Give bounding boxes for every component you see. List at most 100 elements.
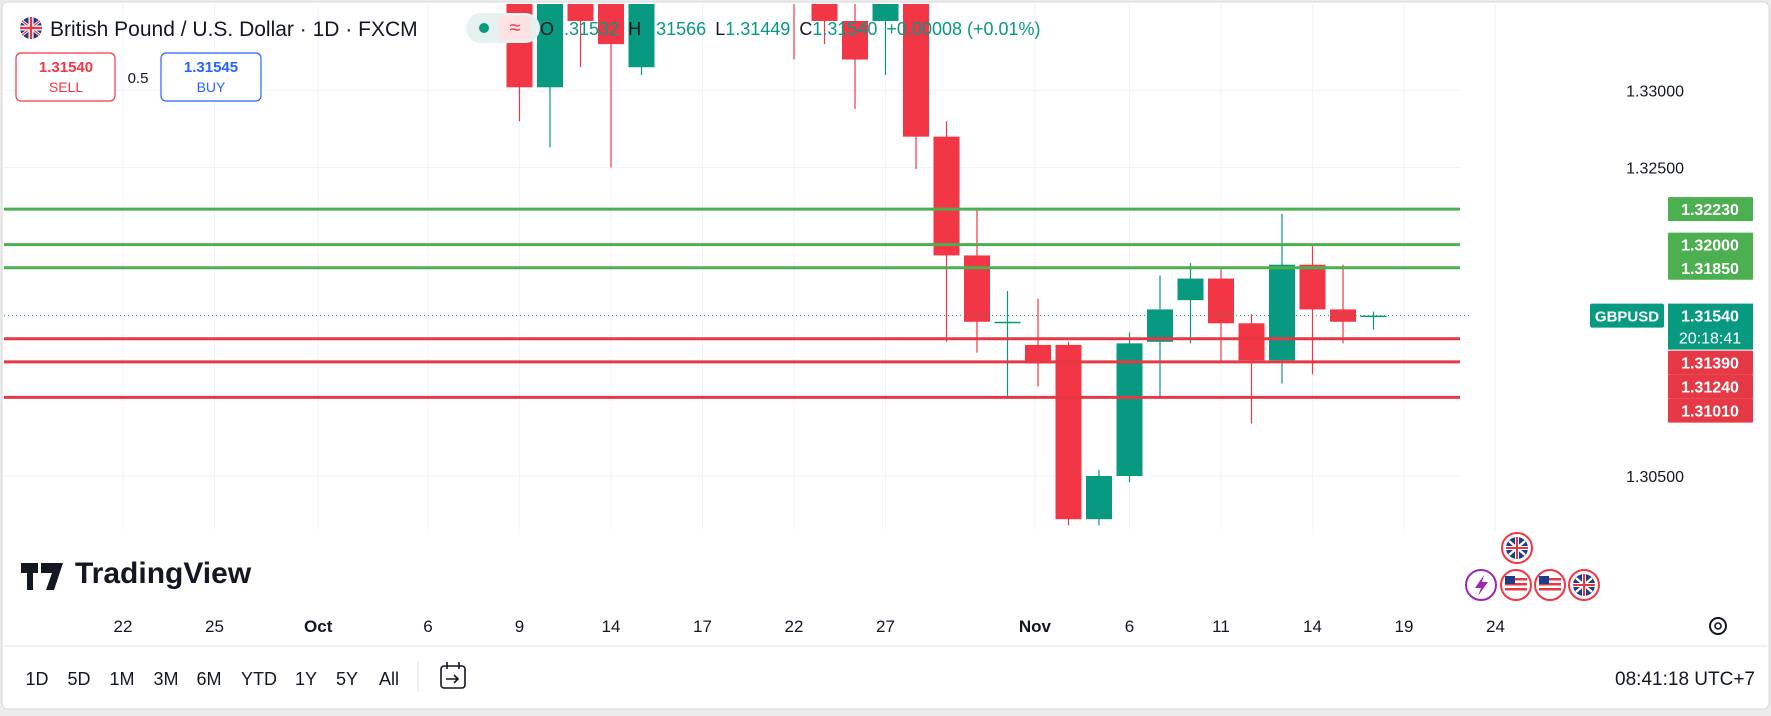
time-tick-label: Nov bbox=[1019, 617, 1052, 636]
symbol-title[interactable]: British Pound / U.S. Dollar · 1D · FXCM bbox=[50, 18, 418, 41]
buy-button[interactable]: 1.31545 BUY bbox=[160, 52, 262, 102]
candle-body bbox=[1025, 344, 1051, 364]
time-tick-label: 19 bbox=[1395, 617, 1414, 636]
time-axis[interactable]: 22 25 Oct 6 9 14 17 22 27 Nov 6 11 14 19 24 bbox=[114, 617, 1505, 636]
range-selector[interactable]: 1D 5D 1M 3M 6M YTD 1Y 5Y All bbox=[25, 669, 399, 689]
level-price-label[interactable]: 1.31010 bbox=[1668, 398, 1753, 423]
svg-text:SELL: SELL bbox=[49, 79, 83, 95]
candle-body bbox=[1147, 309, 1173, 342]
lightning-event-icon[interactable] bbox=[1465, 569, 1497, 601]
time-tick-label: 27 bbox=[876, 617, 895, 636]
range-button-1y[interactable]: 1Y bbox=[295, 669, 317, 689]
candle[interactable] bbox=[811, 0, 838, 45]
candle[interactable] bbox=[1177, 263, 1204, 344]
us-event-icon-2[interactable] bbox=[1534, 569, 1566, 601]
svg-text:BUY: BUY bbox=[197, 79, 226, 95]
candle[interactable] bbox=[781, 0, 807, 60]
candle-body bbox=[1116, 343, 1143, 477]
svg-text:20:18:41: 20:18:41 bbox=[1679, 331, 1741, 348]
time-tick-label: 22 bbox=[114, 617, 133, 636]
event-markers[interactable] bbox=[1465, 532, 1600, 601]
candle[interactable] bbox=[842, 0, 868, 109]
candle-body bbox=[994, 321, 1021, 324]
horizontal-lines bbox=[4, 207, 1470, 399]
svg-text:GBPUSD: GBPUSD bbox=[1595, 309, 1659, 326]
candle-body bbox=[1208, 278, 1234, 324]
candle[interactable] bbox=[1269, 213, 1295, 384]
candle-body bbox=[1330, 309, 1356, 322]
candle-body bbox=[872, 4, 899, 21]
candle[interactable] bbox=[903, 0, 929, 170]
uk-event-icon-2[interactable] bbox=[1568, 569, 1600, 601]
candle[interactable] bbox=[1025, 298, 1051, 387]
level-price-label[interactable]: 1.31390 bbox=[1668, 350, 1753, 375]
range-button-5d[interactable]: 5D bbox=[67, 669, 90, 689]
time-tick-label: 24 bbox=[1486, 617, 1505, 636]
time-tick-label: Oct bbox=[304, 617, 333, 636]
candle-body bbox=[537, 4, 563, 88]
time-tick-label: 6 bbox=[1125, 617, 1134, 636]
level-price-label[interactable]: 1.31240 bbox=[1668, 374, 1753, 399]
svg-text:1.31545: 1.31545 bbox=[184, 59, 238, 76]
price-axis[interactable]: 1.33000 1.32500 1.30500 1.32230 1.32000 1.318… bbox=[1590, 83, 1753, 486]
svg-text:TradingView: TradingView bbox=[75, 557, 252, 590]
clock-time[interactable]: 08:41:18 UTC+7 bbox=[1615, 669, 1755, 690]
level-price-label[interactable]: 1.31850 bbox=[1668, 255, 1753, 280]
symbol-price-tag[interactable]: GBPUSD bbox=[1590, 303, 1664, 328]
range-button-ytd[interactable]: YTD bbox=[241, 669, 277, 689]
candle[interactable] bbox=[1055, 341, 1082, 526]
ohlc-values: O1.31532 H1.31566 L1.31449 C1.31540 +0.0… bbox=[540, 19, 1041, 39]
price-tick-label: 1.30500 bbox=[1626, 469, 1684, 486]
level-price-label[interactable]: 1.32230 bbox=[1668, 197, 1753, 222]
candle[interactable] bbox=[537, 0, 563, 148]
current-price-badge[interactable]: 1.31540 20:18:41 bbox=[1668, 303, 1753, 350]
compare-date-range-icon[interactable] bbox=[440, 662, 466, 689]
range-button-3m[interactable]: 3M bbox=[153, 669, 178, 689]
candle[interactable] bbox=[1360, 311, 1387, 330]
range-button-6m[interactable]: 6M bbox=[196, 669, 221, 689]
candle[interactable] bbox=[1238, 314, 1265, 424]
svg-text:1.32000: 1.32000 bbox=[1681, 238, 1739, 255]
range-button-1d[interactable]: 1D bbox=[25, 669, 48, 689]
candle[interactable] bbox=[994, 290, 1021, 399]
price-tick-label: 1.32500 bbox=[1626, 161, 1684, 178]
range-button-all[interactable]: All bbox=[379, 669, 399, 689]
candle-body bbox=[964, 255, 990, 322]
svg-text:1.32230: 1.32230 bbox=[1681, 202, 1739, 219]
candle[interactable] bbox=[1086, 469, 1112, 526]
uk-event-icon[interactable] bbox=[1501, 532, 1533, 564]
time-tick-label: 6 bbox=[423, 617, 432, 636]
candle[interactable] bbox=[598, 0, 624, 168]
range-button-1m[interactable]: 1M bbox=[109, 669, 134, 689]
time-tick-label: 11 bbox=[1212, 617, 1230, 636]
market-open-dot-icon bbox=[479, 23, 489, 33]
us-event-icon[interactable] bbox=[1500, 569, 1532, 601]
svg-text:1.31390: 1.31390 bbox=[1681, 356, 1739, 373]
candle-body bbox=[1360, 315, 1387, 318]
sell-button[interactable]: 1.31540 SELL bbox=[15, 52, 116, 102]
level-price-label[interactable]: 1.32000 bbox=[1668, 232, 1753, 257]
candle-body bbox=[1086, 476, 1112, 520]
candle[interactable] bbox=[1330, 264, 1356, 344]
svg-text:1.31850: 1.31850 bbox=[1681, 261, 1739, 278]
tradingview-logo[interactable]: TradingView bbox=[21, 557, 252, 590]
time-tick-label: 25 bbox=[205, 617, 224, 636]
candle[interactable] bbox=[628, 0, 655, 75]
candle[interactable] bbox=[1147, 275, 1173, 399]
range-button-5y[interactable]: 5Y bbox=[336, 669, 358, 689]
time-tick-label: 9 bbox=[515, 617, 524, 636]
time-tick-label: 14 bbox=[602, 617, 621, 636]
candle[interactable] bbox=[933, 121, 960, 342]
price-tick-label: 1.33000 bbox=[1626, 83, 1684, 100]
candle[interactable] bbox=[1116, 332, 1143, 483]
candle[interactable] bbox=[872, 0, 899, 75]
candle[interactable] bbox=[567, 0, 594, 68]
candle-body bbox=[842, 20, 868, 60]
candle-body bbox=[1299, 264, 1326, 310]
wave-icon[interactable]: ≈ bbox=[510, 17, 521, 39]
settings-gear-icon[interactable] bbox=[1709, 617, 1727, 635]
time-tick-label: 22 bbox=[785, 617, 804, 636]
candle-body bbox=[1269, 264, 1295, 361]
candle-body bbox=[1055, 344, 1082, 520]
